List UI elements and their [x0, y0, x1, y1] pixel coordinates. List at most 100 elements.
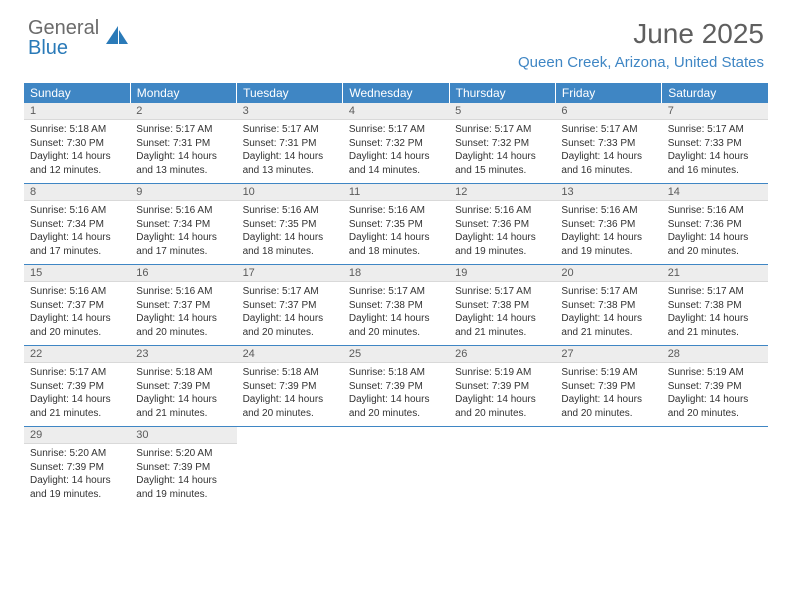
sunrise-line: Sunrise: 5:20 AM	[136, 447, 230, 461]
day-content: Sunrise: 5:17 AMSunset: 7:38 PMDaylight:…	[449, 282, 555, 345]
sunrise-line: Sunrise: 5:17 AM	[561, 285, 655, 299]
day-number: 1	[24, 103, 130, 120]
sunset-line: Sunset: 7:39 PM	[30, 461, 124, 475]
sunrise-line: Sunrise: 5:17 AM	[668, 123, 762, 137]
sunset-line: Sunset: 7:39 PM	[349, 380, 443, 394]
sunset-line: Sunset: 7:37 PM	[136, 299, 230, 313]
day-content: Sunrise: 5:16 AMSunset: 7:36 PMDaylight:…	[662, 201, 768, 264]
sunrise-line: Sunrise: 5:18 AM	[243, 366, 337, 380]
logo-text-blue: Blue	[28, 37, 68, 59]
logo-text: General Blue	[28, 18, 99, 58]
daylight-line: Daylight: 14 hours and 21 minutes.	[136, 393, 230, 420]
sunrise-line: Sunrise: 5:16 AM	[668, 204, 762, 218]
day-header-cell: Monday	[130, 83, 236, 103]
sunset-line: Sunset: 7:37 PM	[30, 299, 124, 313]
sunrise-line: Sunrise: 5:16 AM	[349, 204, 443, 218]
daylight-line: Daylight: 14 hours and 17 minutes.	[30, 231, 124, 258]
day-header-cell: Wednesday	[343, 83, 449, 103]
day-number: 7	[662, 103, 768, 120]
sunset-line: Sunset: 7:39 PM	[136, 461, 230, 475]
sunset-line: Sunset: 7:39 PM	[561, 380, 655, 394]
day-cell: 24Sunrise: 5:18 AMSunset: 7:39 PMDayligh…	[237, 346, 343, 427]
day-cell: 20Sunrise: 5:17 AMSunset: 7:38 PMDayligh…	[555, 265, 661, 346]
day-cell: 21Sunrise: 5:17 AMSunset: 7:38 PMDayligh…	[662, 265, 768, 346]
day-content: Sunrise: 5:16 AMSunset: 7:36 PMDaylight:…	[555, 201, 661, 264]
day-content: Sunrise: 5:16 AMSunset: 7:34 PMDaylight:…	[130, 201, 236, 264]
day-header-cell: Thursday	[449, 83, 555, 103]
day-cell: 14Sunrise: 5:16 AMSunset: 7:36 PMDayligh…	[662, 184, 768, 265]
sunrise-line: Sunrise: 5:20 AM	[30, 447, 124, 461]
sunset-line: Sunset: 7:36 PM	[668, 218, 762, 232]
week-row: 15Sunrise: 5:16 AMSunset: 7:37 PMDayligh…	[24, 265, 768, 346]
day-number: 28	[662, 346, 768, 363]
day-number: 5	[449, 103, 555, 120]
day-cell: 26Sunrise: 5:19 AMSunset: 7:39 PMDayligh…	[449, 346, 555, 427]
day-header-cell: Sunday	[24, 83, 130, 103]
day-content: Sunrise: 5:17 AMSunset: 7:31 PMDaylight:…	[237, 120, 343, 183]
sunrise-line: Sunrise: 5:17 AM	[136, 123, 230, 137]
day-number: 8	[24, 184, 130, 201]
day-number: 22	[24, 346, 130, 363]
logo-text-gray: General	[28, 17, 99, 39]
day-number: 4	[343, 103, 449, 120]
daylight-line: Daylight: 14 hours and 20 minutes.	[349, 312, 443, 339]
daylight-line: Daylight: 14 hours and 16 minutes.	[561, 150, 655, 177]
sunset-line: Sunset: 7:39 PM	[455, 380, 549, 394]
day-header-row: Sunday Monday Tuesday Wednesday Thursday…	[24, 83, 768, 103]
day-number: 27	[555, 346, 661, 363]
day-cell: 3Sunrise: 5:17 AMSunset: 7:31 PMDaylight…	[237, 103, 343, 184]
day-content: Sunrise: 5:19 AMSunset: 7:39 PMDaylight:…	[662, 363, 768, 426]
sunset-line: Sunset: 7:30 PM	[30, 137, 124, 151]
sunrise-line: Sunrise: 5:16 AM	[30, 204, 124, 218]
day-number: 13	[555, 184, 661, 201]
day-header-cell: Tuesday	[237, 83, 343, 103]
day-number: 6	[555, 103, 661, 120]
day-number: 10	[237, 184, 343, 201]
daylight-line: Daylight: 14 hours and 17 minutes.	[136, 231, 230, 258]
day-number: 19	[449, 265, 555, 282]
daylight-line: Daylight: 14 hours and 20 minutes.	[561, 393, 655, 420]
day-cell: 1Sunrise: 5:18 AMSunset: 7:30 PMDaylight…	[24, 103, 130, 184]
day-content: Sunrise: 5:16 AMSunset: 7:37 PMDaylight:…	[24, 282, 130, 345]
day-content: Sunrise: 5:17 AMSunset: 7:32 PMDaylight:…	[343, 120, 449, 183]
day-content: Sunrise: 5:18 AMSunset: 7:39 PMDaylight:…	[130, 363, 236, 426]
day-number: 26	[449, 346, 555, 363]
sunset-line: Sunset: 7:33 PM	[561, 137, 655, 151]
day-content: Sunrise: 5:16 AMSunset: 7:37 PMDaylight:…	[130, 282, 236, 345]
day-content: Sunrise: 5:17 AMSunset: 7:38 PMDaylight:…	[555, 282, 661, 345]
day-content: Sunrise: 5:20 AMSunset: 7:39 PMDaylight:…	[24, 444, 130, 507]
day-cell: 15Sunrise: 5:16 AMSunset: 7:37 PMDayligh…	[24, 265, 130, 346]
sunset-line: Sunset: 7:38 PM	[668, 299, 762, 313]
daylight-line: Daylight: 14 hours and 13 minutes.	[136, 150, 230, 177]
day-cell: 22Sunrise: 5:17 AMSunset: 7:39 PMDayligh…	[24, 346, 130, 427]
day-content: Sunrise: 5:17 AMSunset: 7:38 PMDaylight:…	[662, 282, 768, 345]
day-header-cell: Friday	[555, 83, 661, 103]
sunrise-line: Sunrise: 5:16 AM	[455, 204, 549, 218]
day-number: 3	[237, 103, 343, 120]
day-cell: 11Sunrise: 5:16 AMSunset: 7:35 PMDayligh…	[343, 184, 449, 265]
week-row: 29Sunrise: 5:20 AMSunset: 7:39 PMDayligh…	[24, 427, 768, 508]
week-row: 22Sunrise: 5:17 AMSunset: 7:39 PMDayligh…	[24, 346, 768, 427]
daylight-line: Daylight: 14 hours and 21 minutes.	[455, 312, 549, 339]
day-number: 17	[237, 265, 343, 282]
day-number: 2	[130, 103, 236, 120]
day-content: Sunrise: 5:17 AMSunset: 7:38 PMDaylight:…	[343, 282, 449, 345]
day-number: 14	[662, 184, 768, 201]
sunset-line: Sunset: 7:39 PM	[136, 380, 230, 394]
day-cell: 9Sunrise: 5:16 AMSunset: 7:34 PMDaylight…	[130, 184, 236, 265]
title-block: June 2025 Queen Creek, Arizona, United S…	[518, 18, 764, 71]
sunset-line: Sunset: 7:36 PM	[561, 218, 655, 232]
sunset-line: Sunset: 7:33 PM	[668, 137, 762, 151]
sunrise-line: Sunrise: 5:17 AM	[30, 366, 124, 380]
daylight-line: Daylight: 14 hours and 20 minutes.	[136, 312, 230, 339]
day-content: Sunrise: 5:18 AMSunset: 7:39 PMDaylight:…	[343, 363, 449, 426]
day-content: Sunrise: 5:16 AMSunset: 7:34 PMDaylight:…	[24, 201, 130, 264]
sunset-line: Sunset: 7:39 PM	[243, 380, 337, 394]
day-cell: 7Sunrise: 5:17 AMSunset: 7:33 PMDaylight…	[662, 103, 768, 184]
sunrise-line: Sunrise: 5:17 AM	[561, 123, 655, 137]
day-content: Sunrise: 5:17 AMSunset: 7:39 PMDaylight:…	[24, 363, 130, 426]
page-title: June 2025	[518, 18, 764, 50]
calendar-body: 1 Sunrise: 5:18 AM Sunset: 7:30 PM Daylight…	[24, 103, 768, 507]
sunrise-line: Sunrise: 5:17 AM	[668, 285, 762, 299]
daylight-line: Daylight: 14 hours and 19 minutes.	[561, 231, 655, 258]
